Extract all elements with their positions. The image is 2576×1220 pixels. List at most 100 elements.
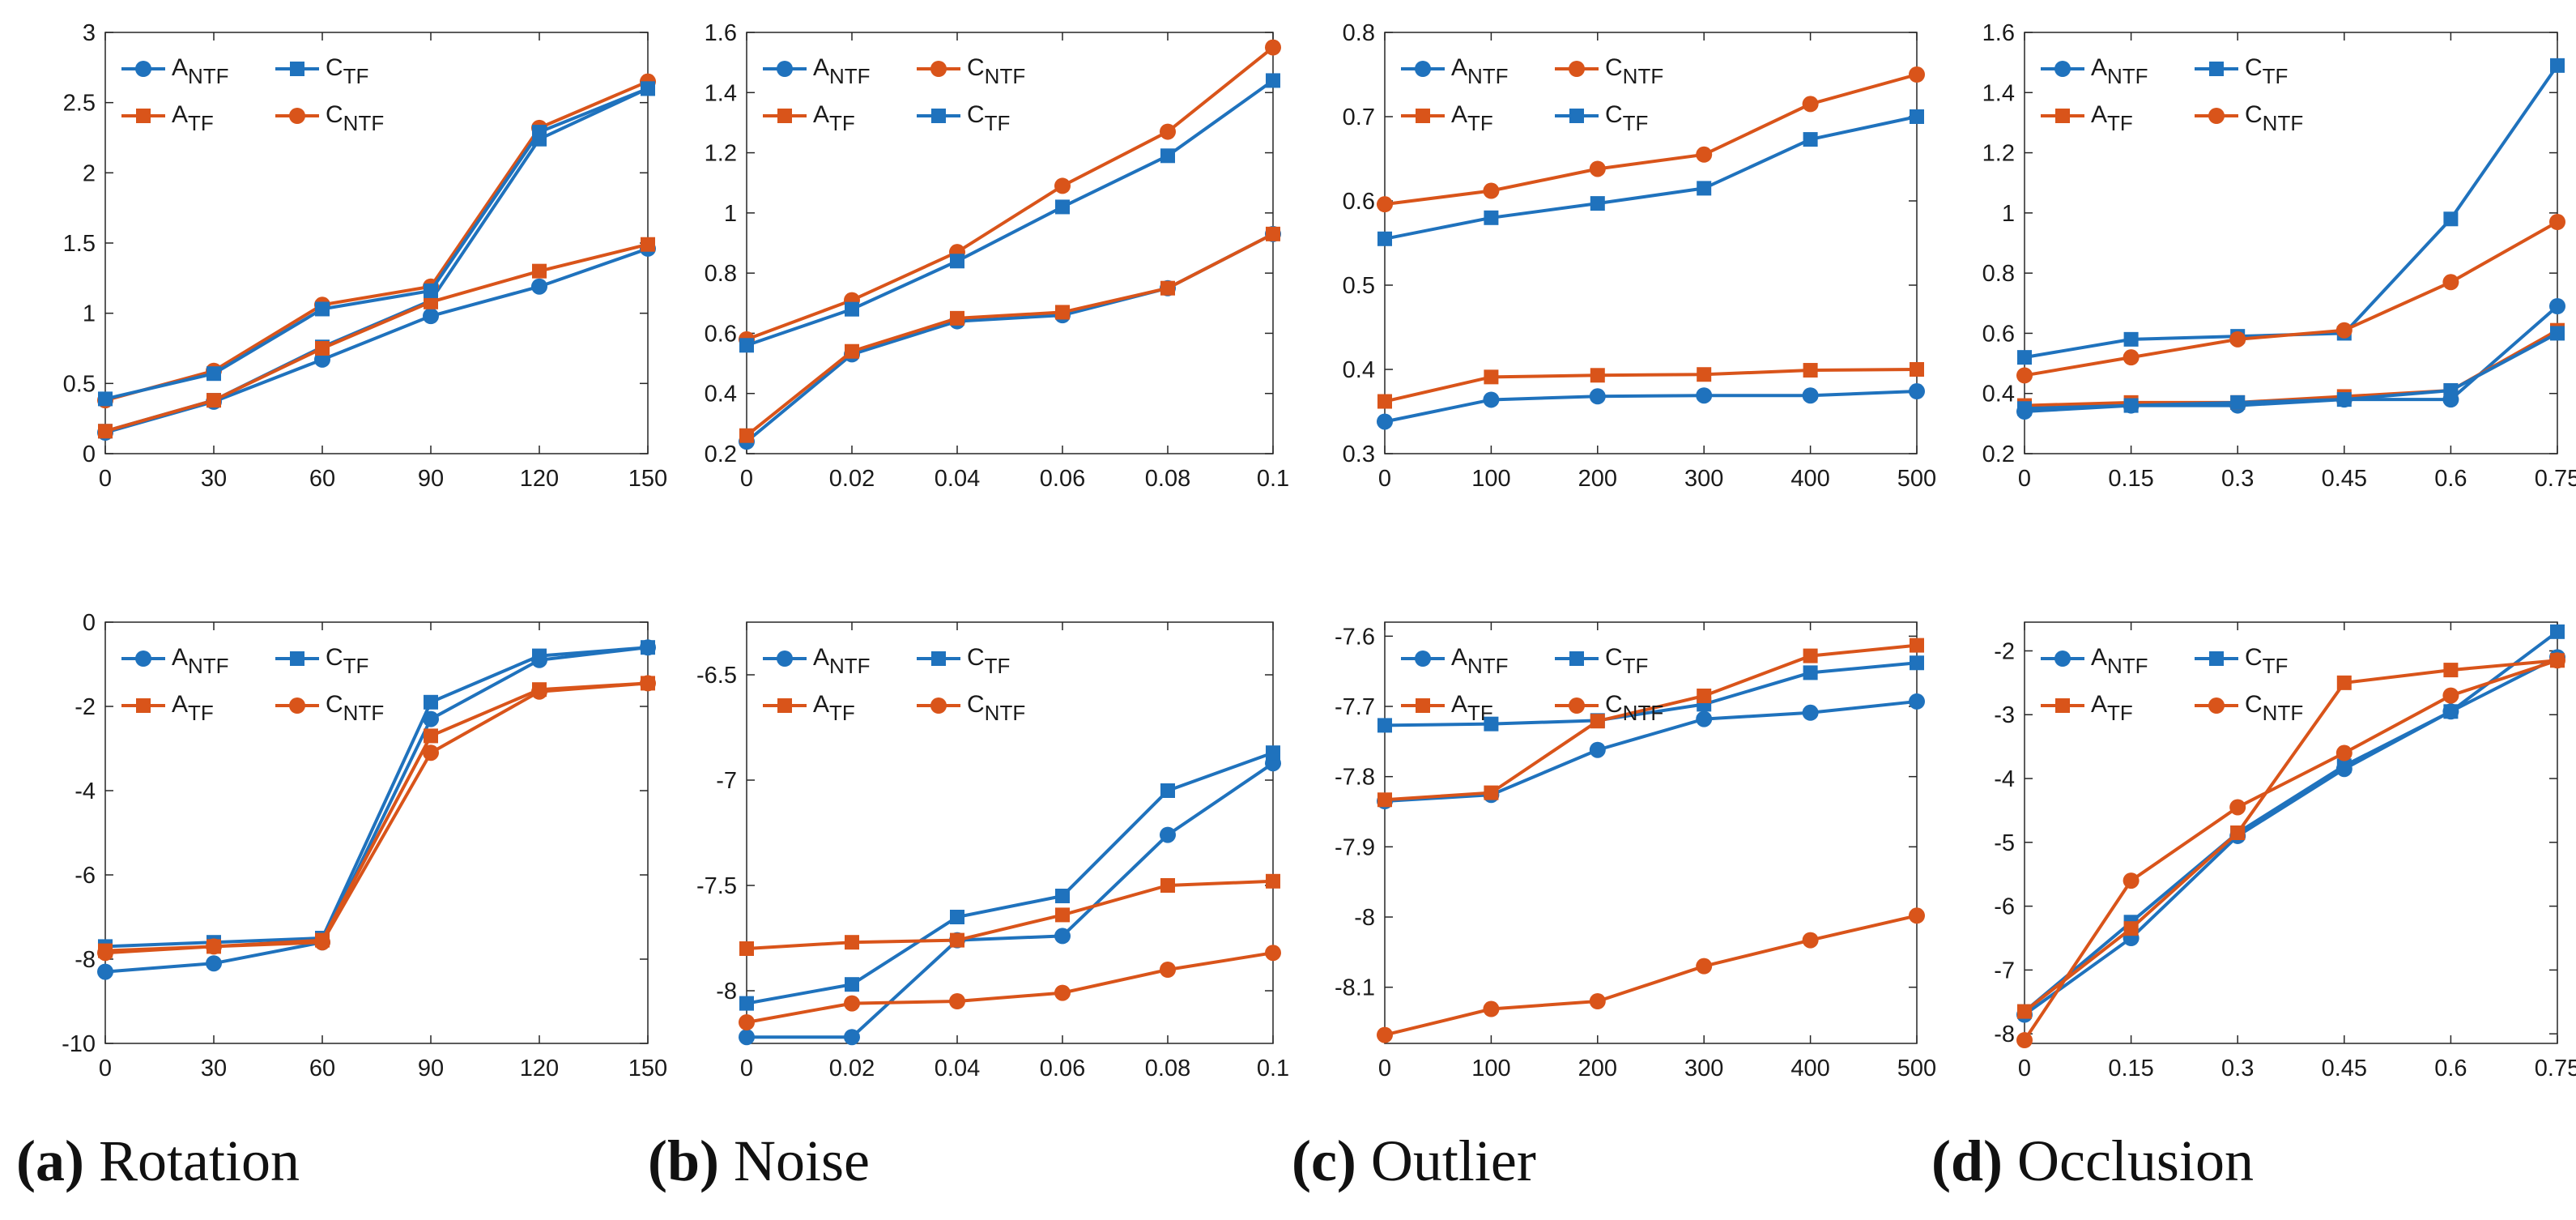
x-tick-label: 90 — [418, 466, 444, 492]
point-A_TF — [1377, 394, 1392, 409]
x-tick-label: 0.06 — [1040, 1056, 1085, 1081]
point-C_TF_b — [2550, 326, 2565, 341]
point-C_NTF — [2229, 799, 2246, 816]
point-C_NTF — [2123, 872, 2140, 889]
legend-marker — [2054, 651, 2071, 667]
legend-marker — [930, 697, 947, 714]
point-C_NTF — [1377, 196, 1393, 213]
legend-label: ANTF — [813, 644, 871, 678]
point-C_TF_b — [207, 366, 221, 382]
series-line-A_TF — [746, 879, 1274, 950]
point-C_TF — [1803, 132, 1818, 147]
x-tick-label: 100 — [1471, 466, 1510, 492]
legend-label: CTF — [326, 644, 368, 678]
series-line-A_TF — [1384, 643, 1918, 802]
point-C_NTF — [1160, 123, 1176, 140]
legend-label: CNTF — [326, 101, 384, 135]
point-A_TF — [1697, 689, 1712, 703]
legend-entry-A_TF: ATF — [2041, 691, 2133, 725]
y-tick-label: -5 — [1994, 830, 2015, 856]
point-C_NTF — [2549, 652, 2565, 669]
point-C_NTF — [1909, 66, 1925, 83]
y-tick-label: 0 — [83, 442, 96, 467]
series-line-C_TF — [104, 646, 649, 949]
series-line-A_NTF — [1384, 699, 1918, 803]
series-line-A_TF — [1384, 368, 1918, 403]
point-C_TF — [739, 996, 754, 1011]
x-tick-label: 200 — [1578, 1056, 1617, 1081]
point-C_TF — [641, 640, 655, 655]
x-tick-label: 100 — [1471, 1056, 1510, 1081]
x-tick-label: 0.45 — [2322, 466, 2367, 492]
point-A_TF — [424, 294, 438, 309]
point-A_NTF — [1696, 387, 1713, 404]
series-line-A_TF — [2024, 328, 2558, 407]
legend-marker — [289, 108, 305, 124]
legend-label: ANTF — [2091, 54, 2148, 88]
point-A_NTF — [1909, 383, 1925, 400]
legend-marker — [1569, 109, 1584, 123]
chart-bottom-b: -8 -7.5 -7 -6.5 0 0.02 0.04 0.06 0.08 0.1 ANTF CTF A… — [696, 621, 1289, 1081]
x-tick-label: 0.08 — [1145, 1056, 1190, 1081]
y-tick-label: 0.8 — [1982, 261, 2015, 287]
x-tick-label: 500 — [1897, 466, 1936, 492]
y-tick-label: 1.4 — [705, 80, 737, 106]
plot-frame — [746, 621, 1274, 1044]
legend-marker — [1569, 651, 1584, 666]
point-C_TF — [1910, 109, 1924, 124]
x-tick-label: 120 — [520, 466, 559, 492]
legend-marker — [290, 651, 304, 666]
point-A_NTF — [844, 1029, 860, 1046]
point-C_TF — [1697, 181, 1712, 196]
x-tick-label: 0.6 — [2434, 466, 2467, 492]
legend-entry-A_TF: ATF — [2041, 101, 2133, 135]
point-A_TF — [1484, 369, 1499, 385]
legend-label: CTF — [1605, 101, 1648, 135]
point-C_TF — [845, 301, 859, 317]
y-tick-label: 0.6 — [705, 321, 737, 347]
legend-marker — [289, 697, 305, 714]
point-C_NTF — [2442, 687, 2459, 704]
x-tick-label: 150 — [628, 466, 667, 492]
series-line-C_NTF — [2023, 659, 2558, 1042]
y-tick-label: -2 — [75, 694, 96, 720]
point-A_NTF — [423, 308, 439, 325]
y-tick-label: 1 — [724, 201, 737, 227]
point-C_TF — [1160, 783, 1175, 798]
legend-marker — [1416, 698, 1430, 713]
series-line-C_NTF — [746, 951, 1274, 1024]
point-C_TF — [845, 977, 859, 992]
series-line-C_TF_b — [104, 87, 649, 401]
point-C_TF — [1266, 73, 1280, 88]
chart-top-d: 0.2 0.4 0.6 0.8 1 1.2 1.4 1.6 0 0.15 0.3 0.45 0.6 0.7… — [1982, 20, 2576, 492]
series-line-C_NTF — [1384, 73, 1918, 207]
y-tick-label: 1 — [2002, 201, 2015, 227]
legend-marker — [135, 651, 151, 667]
point-A_TF — [950, 310, 964, 326]
plot-frame — [746, 32, 1274, 454]
point-C_TF — [2336, 758, 2352, 774]
y-tick-label: -6 — [1994, 894, 2015, 920]
caption-a-text: Rotation — [83, 1128, 300, 1193]
legend-label: CTF — [2245, 644, 2288, 678]
y-tick-label: 0.3 — [1343, 442, 1375, 467]
point-A_NTF — [1377, 413, 1393, 430]
legend-marker — [135, 61, 151, 77]
series-line-A_TF — [104, 242, 649, 433]
legend-entry-A_NTF: ANTF — [1401, 644, 1509, 678]
series-line-A_TF — [2023, 659, 2558, 1013]
point-C_TF — [2550, 624, 2565, 639]
y-tick-label: -7.6 — [1335, 624, 1375, 650]
legend-entry-A_NTF: ANTF — [763, 644, 871, 678]
y-tick-label: -7.8 — [1335, 765, 1375, 791]
point-C_NTF — [2123, 349, 2140, 366]
series-line-A_NTF — [747, 761, 1275, 1039]
point-A_TF — [1697, 367, 1712, 382]
plot-frame — [104, 32, 649, 454]
legend-label: ATF — [1451, 691, 1493, 725]
legend-entry-C_NTF: CNTF — [275, 691, 384, 725]
point-A_TF — [1590, 714, 1605, 729]
x-tick-label: 400 — [1790, 1056, 1829, 1081]
legend-entry-C_TF: CTF — [2195, 644, 2288, 678]
